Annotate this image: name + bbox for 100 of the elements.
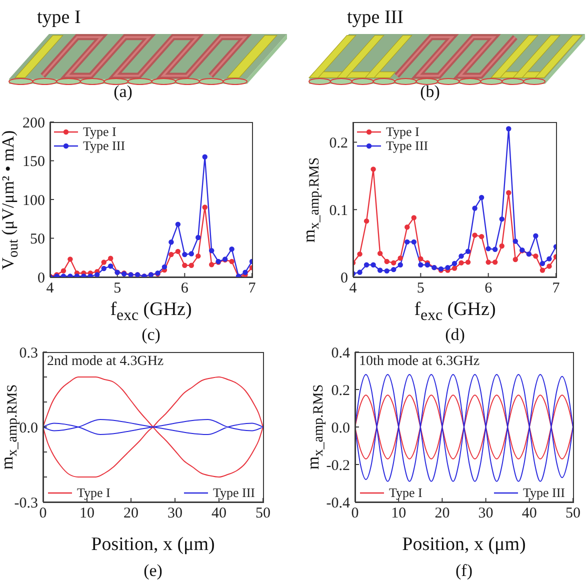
x-tick-label: 50 bbox=[566, 506, 580, 522]
point bbox=[209, 248, 214, 254]
point bbox=[377, 268, 383, 273]
x-tick-label: 40 bbox=[212, 506, 226, 522]
x-tick-label: 10 bbox=[391, 506, 406, 522]
point bbox=[452, 266, 458, 271]
point bbox=[162, 264, 168, 270]
point bbox=[175, 248, 181, 254]
x-tick-label: 5 bbox=[114, 280, 122, 297]
annotation: 2nd mode at 4.3GHz bbox=[47, 354, 164, 370]
point bbox=[540, 268, 546, 273]
point bbox=[202, 204, 208, 210]
point bbox=[384, 258, 390, 264]
point bbox=[398, 262, 403, 268]
point bbox=[506, 126, 512, 132]
y-tick-label: -0.4 bbox=[326, 495, 350, 512]
point bbox=[499, 243, 504, 249]
point bbox=[101, 266, 106, 272]
point bbox=[478, 234, 484, 240]
point bbox=[202, 154, 208, 160]
y-tick-label: 50 bbox=[30, 232, 45, 248]
x-tick-label: 10 bbox=[80, 506, 94, 522]
point bbox=[411, 239, 416, 245]
point bbox=[242, 270, 248, 275]
point bbox=[499, 216, 504, 222]
legend-label: Type III bbox=[212, 485, 255, 500]
y-tick-label: 100 bbox=[22, 192, 45, 209]
text: (c) bbox=[142, 325, 160, 345]
point bbox=[492, 260, 498, 265]
y-tick-label: 0.4 bbox=[331, 345, 350, 362]
point bbox=[404, 224, 410, 230]
point bbox=[60, 268, 66, 274]
point bbox=[196, 253, 201, 259]
y-tick-label: 200 bbox=[22, 115, 45, 132]
x-tick-label: 4 bbox=[349, 280, 358, 297]
legend-label: Type I bbox=[389, 485, 422, 500]
point bbox=[445, 264, 450, 270]
point bbox=[364, 262, 370, 268]
x-tick-label: 5 bbox=[416, 280, 424, 297]
y-tick-label: 0.2 bbox=[331, 382, 350, 399]
point bbox=[465, 248, 471, 254]
point bbox=[458, 254, 464, 259]
point bbox=[364, 218, 370, 224]
legend-label: Type I bbox=[77, 485, 110, 500]
y-tick-label: 0.1 bbox=[329, 202, 348, 219]
point bbox=[188, 251, 194, 256]
point bbox=[398, 256, 403, 261]
point bbox=[452, 260, 458, 266]
point bbox=[168, 252, 174, 258]
annotation: 10th mode at 6.3GHz bbox=[359, 354, 480, 370]
x-tick-label: 6 bbox=[484, 280, 493, 297]
point bbox=[546, 256, 552, 262]
point bbox=[512, 256, 518, 262]
text: (b) bbox=[420, 82, 440, 102]
x-tick-label: 30 bbox=[168, 506, 182, 522]
point bbox=[391, 266, 396, 272]
point bbox=[540, 260, 546, 266]
point bbox=[478, 194, 484, 200]
point bbox=[391, 260, 396, 266]
point bbox=[196, 234, 201, 240]
x-tick-label: 4 bbox=[46, 280, 54, 297]
point bbox=[101, 260, 106, 265]
legend-label: Type I bbox=[83, 124, 116, 139]
point bbox=[411, 215, 416, 220]
x-axis-title: f$_{exc}$ (GHz) bbox=[414, 299, 496, 326]
point bbox=[458, 260, 464, 266]
point bbox=[229, 258, 234, 264]
text: (e) bbox=[144, 561, 162, 581]
y-tick-label: 0.2 bbox=[329, 136, 348, 152]
point bbox=[370, 262, 376, 268]
point bbox=[377, 250, 383, 256]
legend-label: Type III bbox=[522, 485, 565, 500]
point bbox=[472, 206, 478, 211]
point bbox=[108, 264, 114, 269]
text: (d) bbox=[445, 325, 465, 345]
point bbox=[68, 256, 73, 262]
y-tick-label: -0.2 bbox=[326, 458, 350, 474]
y-tick-label: -0.3 bbox=[14, 495, 38, 512]
point bbox=[465, 260, 471, 265]
x-tick-label: 30 bbox=[478, 506, 494, 522]
point bbox=[182, 252, 188, 258]
point bbox=[418, 256, 424, 262]
point bbox=[370, 166, 376, 172]
text: (f) bbox=[456, 561, 472, 581]
point bbox=[486, 260, 491, 265]
x-tick-label: 6 bbox=[180, 280, 189, 297]
y-tick-label: 0 bbox=[38, 270, 45, 286]
point bbox=[182, 262, 188, 268]
point bbox=[546, 264, 552, 269]
x-tick-label: 7 bbox=[552, 280, 560, 297]
point bbox=[357, 251, 362, 257]
point bbox=[533, 233, 538, 238]
point bbox=[188, 262, 194, 268]
y-tick-label: 0.3 bbox=[19, 345, 38, 362]
point bbox=[357, 270, 362, 275]
point bbox=[506, 190, 512, 196]
point bbox=[175, 222, 181, 227]
point bbox=[209, 262, 214, 268]
y-tick-label: 150 bbox=[22, 154, 45, 170]
point bbox=[472, 232, 478, 238]
